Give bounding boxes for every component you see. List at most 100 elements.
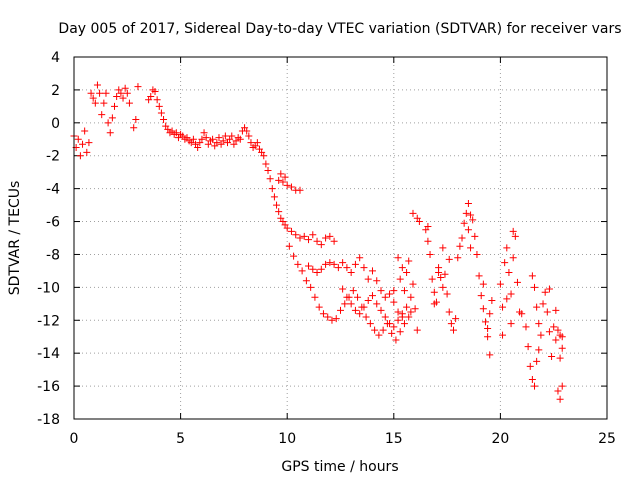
data-point	[300, 232, 308, 240]
data-point	[445, 255, 453, 263]
data-point	[83, 148, 91, 156]
data-point	[298, 267, 306, 275]
data-point	[388, 329, 396, 337]
data-point	[322, 234, 330, 242]
data-point	[381, 293, 389, 301]
data-point	[275, 176, 283, 184]
data-point	[454, 254, 462, 262]
data-point	[464, 226, 472, 234]
data-point	[545, 328, 553, 336]
data-point	[467, 211, 475, 219]
data-point	[415, 218, 423, 226]
data-point	[198, 135, 206, 143]
data-point	[202, 134, 210, 142]
data-point	[473, 250, 481, 258]
data-point	[273, 201, 281, 209]
data-point	[147, 92, 155, 100]
data-point	[268, 185, 276, 193]
data-point	[283, 181, 291, 189]
data-point	[503, 244, 511, 252]
data-point	[437, 273, 445, 281]
x-axis-label: GPS time / hours	[281, 459, 398, 475]
data-point	[279, 178, 287, 186]
data-point	[132, 116, 140, 124]
data-point	[481, 318, 489, 326]
data-point	[541, 288, 549, 296]
data-point	[368, 267, 376, 275]
data-point	[305, 262, 313, 270]
data-point	[285, 242, 293, 250]
data-point	[403, 303, 411, 311]
data-point	[153, 96, 161, 104]
data-point	[456, 242, 464, 250]
data-point	[394, 308, 402, 316]
x-tick-labels: 0 5 10 15 20 25	[70, 431, 616, 447]
data-point	[518, 310, 526, 318]
data-point	[106, 129, 114, 137]
data-point	[377, 306, 385, 314]
data-point	[283, 224, 291, 232]
data-point	[155, 102, 163, 110]
data-point	[119, 94, 127, 102]
data-point	[326, 232, 334, 240]
data-point	[531, 382, 539, 390]
data-point	[405, 257, 413, 265]
data-point	[556, 354, 564, 362]
data-point	[332, 315, 340, 323]
data-point	[290, 252, 298, 260]
data-point	[409, 280, 417, 288]
data-point	[379, 326, 387, 334]
data-point	[531, 283, 539, 291]
data-point	[509, 227, 517, 235]
data-point	[479, 280, 487, 288]
data-point	[405, 313, 413, 321]
data-point	[556, 395, 564, 403]
data-point	[360, 264, 368, 272]
data-point	[390, 298, 398, 306]
data-point	[281, 173, 289, 181]
data-point	[535, 346, 543, 354]
data-point	[160, 116, 168, 124]
y-tick-label: -6	[46, 215, 60, 231]
data-point	[100, 99, 108, 107]
data-point	[292, 231, 300, 239]
plot-frame	[73, 56, 608, 420]
data-point	[400, 320, 408, 328]
data-point	[507, 290, 515, 298]
data-point	[441, 270, 449, 278]
data-point	[392, 336, 400, 344]
data-point	[377, 287, 385, 295]
data-point	[313, 269, 321, 277]
data-point	[522, 323, 530, 331]
data-point	[130, 124, 138, 132]
tick-marks	[73, 56, 608, 420]
data-point	[236, 135, 244, 143]
data-point	[411, 305, 419, 313]
data-point	[426, 250, 434, 258]
x-tick-label: 10	[278, 431, 296, 447]
data-point	[507, 320, 515, 328]
data-point	[121, 84, 129, 92]
data-point	[334, 264, 342, 272]
data-point	[296, 234, 304, 242]
data-point	[499, 303, 507, 311]
data-point	[324, 313, 332, 321]
data-point	[479, 305, 487, 313]
data-point	[341, 300, 349, 308]
data-point	[488, 297, 496, 305]
data-point	[343, 293, 351, 301]
data-point	[362, 313, 370, 321]
data-point	[539, 300, 547, 308]
data-point	[219, 137, 227, 145]
data-point	[558, 344, 566, 352]
data-point	[322, 260, 330, 268]
data-point	[471, 232, 479, 240]
data-point	[364, 297, 372, 305]
data-point	[503, 295, 511, 303]
data-point	[443, 290, 451, 298]
data-point	[351, 306, 359, 314]
data-point	[287, 183, 295, 191]
data-point	[113, 92, 121, 100]
data-point	[371, 326, 379, 334]
data-point	[200, 129, 208, 137]
